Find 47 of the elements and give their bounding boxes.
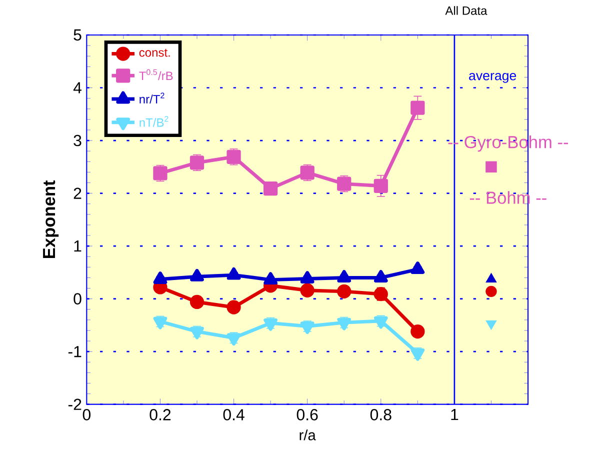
point: [300, 322, 314, 334]
chart-title: All Data: [445, 6, 488, 15]
point: [410, 348, 425, 361]
point: [153, 166, 168, 180]
point: [190, 156, 204, 170]
x-tick-label: 1: [451, 409, 458, 420]
x-axis-title: r/a: [300, 430, 316, 440]
point: [226, 333, 241, 346]
x-tick-label: 0.4: [223, 409, 244, 420]
point: [190, 294, 204, 310]
point: [300, 166, 314, 180]
point: [226, 150, 241, 164]
point: [486, 286, 497, 298]
x-tick-label: 0.2: [150, 409, 171, 420]
legend-label: nr/T$^{2}$: [140, 92, 164, 104]
x-tick-label: 0.6: [296, 409, 318, 420]
y-tick-label: 0: [74, 293, 82, 304]
y-tick-label: 4: [73, 82, 82, 94]
legend-label: nT/B$^{2}$: [140, 116, 168, 127]
point: [337, 318, 352, 330]
point: [190, 326, 204, 340]
y-tick-label: 2: [74, 188, 82, 199]
point: [374, 316, 388, 329]
x-tick-label: 0: [82, 409, 91, 420]
legend-label: const.: [139, 48, 170, 57]
point: [374, 178, 388, 193]
annotation: average: [469, 72, 516, 83]
y-tick-label: -1: [68, 346, 82, 358]
point: [410, 100, 425, 115]
point: [264, 318, 278, 331]
point: [300, 283, 314, 298]
point: [410, 324, 425, 339]
y-tick-label: 3: [74, 134, 82, 146]
y-tick-label: 5: [74, 29, 82, 41]
x-tick-label: 0.8: [370, 409, 392, 420]
point: [486, 320, 497, 330]
y-tick-label: 1: [74, 240, 82, 252]
point: [153, 316, 168, 330]
point: [337, 284, 352, 298]
point: [226, 300, 241, 314]
point: [263, 181, 278, 196]
legend-label: T$^{0.5}$/rB: [139, 69, 173, 80]
point: [374, 286, 388, 302]
y-tick-label: -2: [68, 398, 82, 410]
point: [337, 176, 352, 191]
y-axis-title: Exponent: [43, 180, 59, 258]
point: [486, 161, 497, 173]
